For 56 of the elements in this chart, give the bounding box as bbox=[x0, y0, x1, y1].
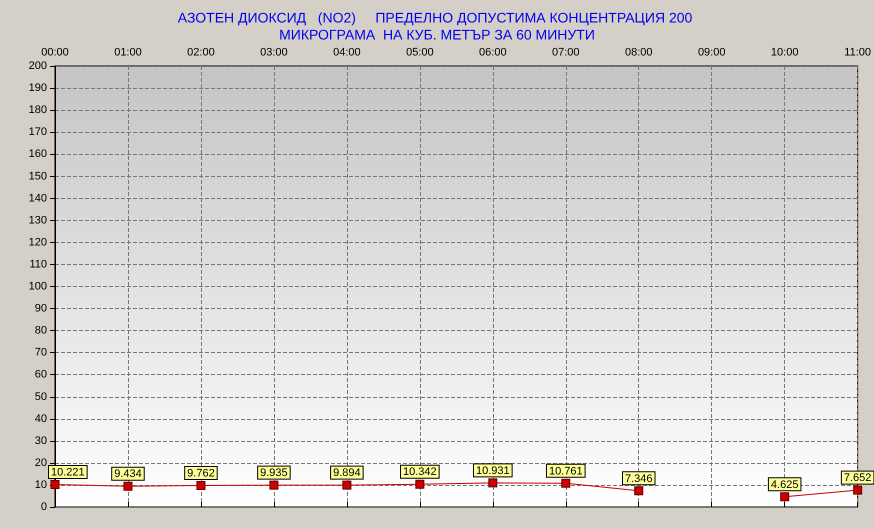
point bbox=[196, 480, 206, 490]
data-label: 10.342 bbox=[403, 466, 437, 478]
y-tick-label: 20 bbox=[34, 456, 47, 469]
data-label: 9.434 bbox=[114, 468, 142, 480]
point bbox=[415, 480, 424, 489]
point bbox=[488, 478, 498, 488]
point bbox=[269, 480, 278, 490]
x-tick-label: 05:00 bbox=[406, 46, 434, 58]
y-tick-label: 180 bbox=[28, 104, 47, 116]
data-label: 7.652 bbox=[844, 472, 872, 484]
y-tick-label: 140 bbox=[28, 192, 47, 204]
y-tick-label: 0 bbox=[40, 501, 47, 513]
point bbox=[342, 480, 352, 490]
point bbox=[634, 486, 644, 496]
x-tick-label: 01:00 bbox=[114, 46, 142, 58]
y-tick-label: 30 bbox=[34, 434, 47, 447]
y-tick-label: 40 bbox=[34, 412, 47, 425]
point bbox=[123, 482, 132, 491]
data-label: 10.931 bbox=[476, 464, 510, 477]
y-tick-label: 70 bbox=[34, 346, 47, 359]
data-label: 10.761 bbox=[548, 465, 583, 478]
y-tick-label: 150 bbox=[28, 170, 47, 182]
chart-title: АЗОТЕН ДИОКСИД (NO2) ПРЕДЕЛНО ДОПУСТИМА КОНЦЕНТРАЦИЯ 200 МИКРОГРАМА НА КУБ. МЕТЪР ЗА 60 МИНУТИ bbox=[178, 10, 696, 42]
x-tick-label: 10:00 bbox=[770, 46, 798, 58]
data-label: 10.221 bbox=[51, 466, 85, 478]
data-label: 9.935 bbox=[260, 467, 288, 480]
y-tick-label: 200 bbox=[28, 60, 47, 72]
y-tick-label: 110 bbox=[29, 258, 47, 270]
x-tick-label: 04:00 bbox=[333, 46, 361, 58]
x-tick-label: 08:00 bbox=[624, 46, 653, 58]
y-tick-label: 160 bbox=[28, 148, 47, 160]
data-label: 7.346 bbox=[624, 472, 653, 485]
point bbox=[50, 480, 60, 489]
y-tick-label: 80 bbox=[34, 324, 47, 337]
data-label: 4.625 bbox=[770, 478, 798, 491]
y-tick-label: 100 bbox=[28, 280, 47, 292]
y-tick-label: 170 bbox=[28, 126, 47, 138]
data-label: 9.762 bbox=[187, 467, 215, 480]
x-tick-label: 06:00 bbox=[479, 46, 507, 58]
point bbox=[780, 492, 790, 502]
y-tick-label: 120 bbox=[28, 236, 47, 248]
y-tick-label: 50 bbox=[34, 390, 47, 403]
x-tick-label: 07:00 bbox=[552, 46, 580, 58]
y-tick-label: 10 bbox=[34, 478, 47, 491]
y-tick-label: 90 bbox=[34, 302, 47, 315]
point bbox=[561, 478, 570, 488]
point bbox=[853, 486, 862, 495]
x-tick-label: 03:00 bbox=[260, 46, 288, 58]
y-tick-label: 60 bbox=[34, 368, 47, 381]
x-tick-label: 09:00 bbox=[698, 46, 726, 58]
data-label: 9.894 bbox=[333, 467, 361, 480]
x-tick-label: 11:00 bbox=[844, 46, 872, 58]
y-tick-label: 190 bbox=[28, 82, 47, 94]
x-tick-label: 00:00 bbox=[41, 46, 69, 58]
x-tick-label: 02:00 bbox=[187, 46, 215, 58]
y-tick-label: 130 bbox=[28, 214, 47, 226]
